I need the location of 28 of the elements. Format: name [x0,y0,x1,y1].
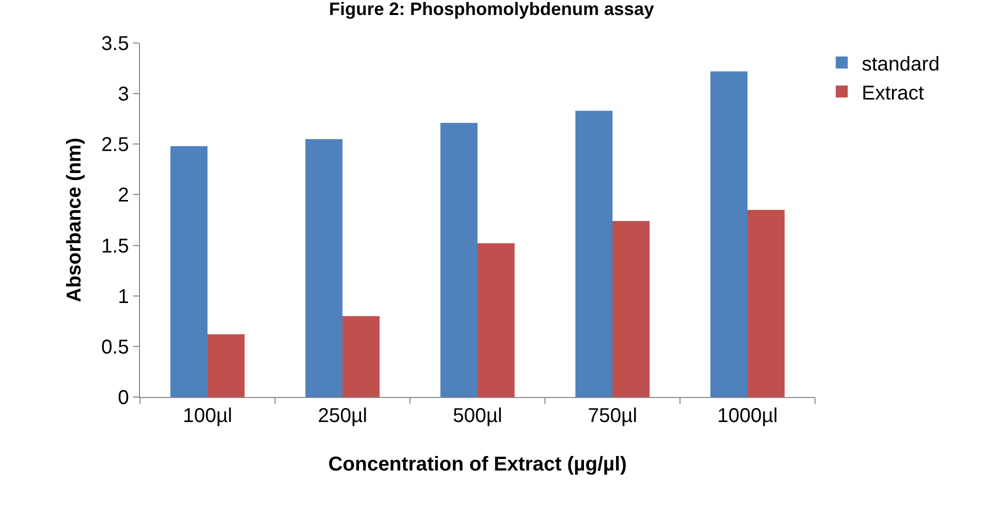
y-axis-title: Absorbance (nm) [64,138,86,302]
x-tick-label: 100µl [182,405,232,427]
y-tick-label: 2 [118,184,129,207]
bar [748,210,785,397]
bar [208,334,245,397]
x-tick-label: 500µl [452,405,502,427]
bar [305,139,342,397]
y-tick-label: 1 [118,286,129,308]
legend-label: Extract [862,82,924,104]
y-tick-label: 3.5 [101,33,129,55]
chart-title: Figure 2: Phosphomolybdenum assay [328,0,654,20]
bar [612,221,650,397]
bar [440,122,478,397]
x-axis-title: Concentration of Extract (µg/µl) [328,454,627,476]
y-tick-label: 0 [118,387,129,409]
y-tick-label: 1.5 [101,235,129,258]
y-tick-label: 0.5 [101,336,129,358]
x-tick-label: 250µl [318,405,368,427]
legend-label: standard [862,53,940,76]
bar [710,71,748,397]
bar [342,316,380,397]
bar [575,110,612,397]
bar [478,243,515,397]
x-tick-label: 1000µl [717,405,778,427]
x-tick-label: 750µl [588,405,638,427]
y-tick-label: 3 [118,84,129,106]
y-tick-label: 2.5 [101,134,129,156]
bar [170,146,208,397]
